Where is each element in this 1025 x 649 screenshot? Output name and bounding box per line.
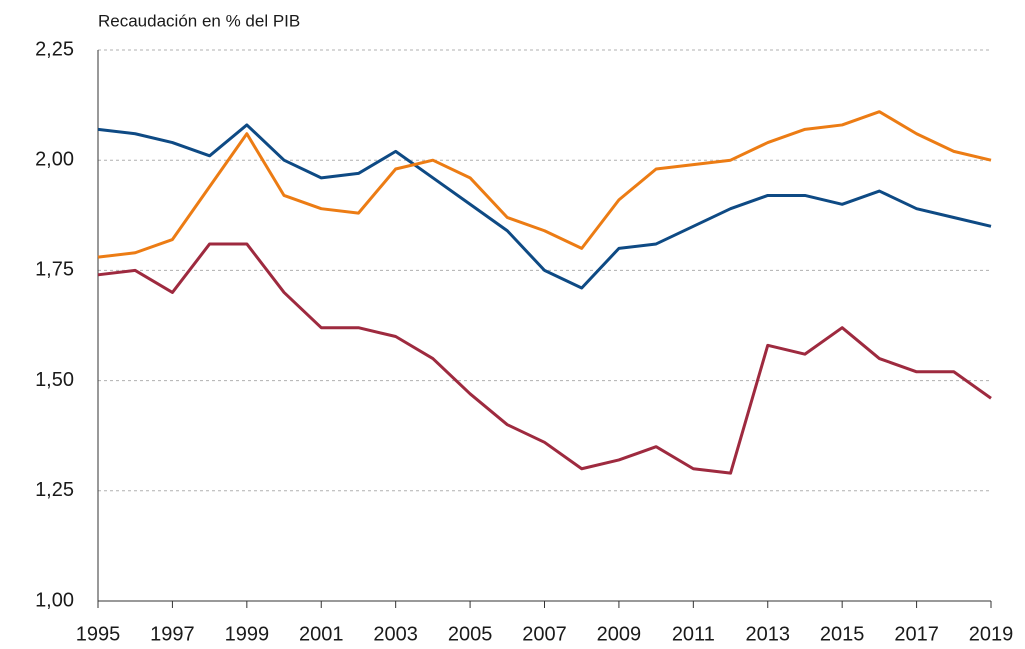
x-tick-label: 2013 [746, 623, 791, 645]
x-tick-label: 2005 [448, 623, 493, 645]
x-tick-label: 2003 [373, 623, 418, 645]
y-tick-label: 1,25 [35, 479, 74, 501]
y-axis-label: Recaudación en % del PIB [98, 11, 300, 30]
y-tick-label: 1,75 [35, 259, 74, 281]
y-tick-label: 1,50 [35, 369, 74, 391]
x-tick-label: 2017 [894, 623, 939, 645]
x-tick-label: 2007 [522, 623, 567, 645]
y-tick-label: 1,00 [35, 589, 74, 611]
x-tick-label: 2015 [820, 623, 865, 645]
x-tick-label: 2001 [299, 623, 344, 645]
x-tick-label: 2011 [672, 623, 715, 645]
x-tick-label: 2019 [969, 623, 1014, 645]
x-tick-label: 1999 [225, 623, 270, 645]
series-line [97, 123, 992, 290]
x-tick-label: 1997 [150, 623, 195, 645]
y-tick-label: 2,00 [35, 148, 74, 170]
x-tick-label: 2009 [597, 623, 642, 645]
y-tick-label: 2,25 [35, 38, 74, 60]
series-line [97, 110, 992, 259]
series-line [97, 242, 992, 475]
x-tick-label: 1995 [76, 623, 121, 645]
